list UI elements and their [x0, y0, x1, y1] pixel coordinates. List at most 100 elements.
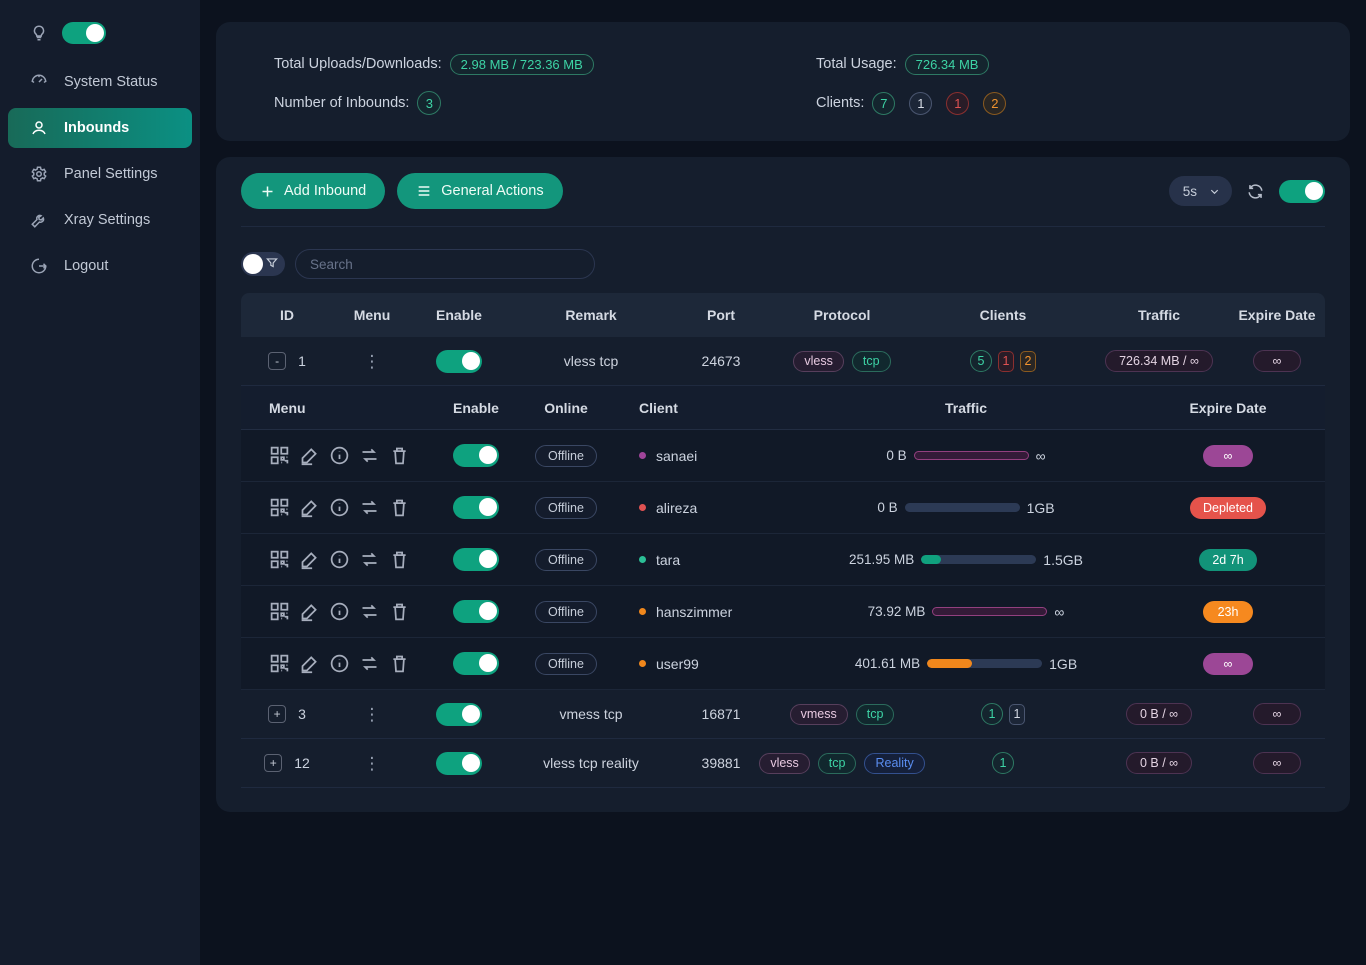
client-enable-toggle[interactable] [453, 496, 499, 519]
col-enable: Enable [436, 307, 482, 323]
total-usage-value: 726.34 MB [904, 53, 990, 75]
toolbar: Add Inbound General Actions 5s [241, 173, 1325, 227]
client-dot [639, 608, 646, 615]
inbound-enable-toggle[interactable] [436, 349, 482, 373]
inbound-port: 39881 [701, 755, 741, 771]
filter-toggle[interactable] [241, 252, 285, 276]
row-menu-button[interactable]: ⋮ [363, 704, 381, 724]
info-icon[interactable] [329, 445, 350, 466]
row-menu-button[interactable]: ⋮ [363, 351, 381, 371]
info-icon[interactable] [329, 601, 350, 622]
info-icon[interactable] [329, 653, 350, 674]
qr-code-icon[interactable] [269, 601, 290, 622]
gauge-icon [30, 73, 48, 91]
sidebar-item-logout[interactable]: Logout [0, 244, 200, 288]
number-of-inbounds-label: Number of Inbounds: [274, 95, 410, 111]
reset-traffic-icon[interactable] [359, 497, 380, 518]
traffic-bar [927, 659, 1043, 668]
traffic-used: 73.92 MB [867, 604, 926, 619]
sidebar-item-label: Inbounds [64, 120, 130, 136]
inbound-enable-toggle[interactable] [436, 702, 482, 726]
qr-code-icon[interactable] [269, 497, 290, 518]
inbound-remark: vless tcp reality [543, 755, 639, 771]
client-row-alireza: Offline alireza 0 B 1GB Depleted [241, 482, 1325, 534]
info-icon[interactable] [329, 497, 350, 518]
delete-icon[interactable] [389, 497, 410, 518]
edit-icon[interactable] [299, 497, 320, 518]
row-menu-button[interactable]: ⋮ [363, 753, 381, 773]
client-table-header: Menu Enable Online Client Traffic Expire… [241, 386, 1325, 430]
traffic-badge: 0 B / ∞ [1125, 703, 1193, 725]
online-status-badge: Offline [535, 652, 597, 675]
sidebar-item-panel-settings[interactable]: Panel Settings [0, 152, 200, 196]
col-expire: Expire Date [1238, 307, 1316, 323]
sidebar-item-inbounds[interactable]: Inbounds [8, 108, 192, 148]
client-enable-toggle[interactable] [453, 600, 499, 623]
sidebar-item-label: Logout [64, 258, 109, 274]
wrench-icon [30, 211, 48, 229]
inbound-row-3[interactable]: + 3 ⋮ vmess tcp 16871 vmess tcp 1 1 [241, 690, 1325, 739]
client-dot [639, 660, 646, 667]
edit-icon[interactable] [299, 549, 320, 570]
clients-count-gray: 1 [909, 91, 933, 115]
client-dot [639, 504, 646, 511]
delete-icon[interactable] [389, 601, 410, 622]
inbounds-card: Add Inbound General Actions 5s [216, 157, 1350, 812]
client-dot [639, 556, 646, 563]
collapse-button[interactable]: - [268, 352, 287, 370]
reset-traffic-icon[interactable] [359, 601, 380, 622]
refresh-interval-select[interactable]: 5s [1168, 176, 1232, 206]
edit-icon[interactable] [299, 653, 320, 674]
client-enable-toggle[interactable] [453, 652, 499, 675]
info-icon[interactable] [329, 549, 350, 570]
client-count-badge: 1 [981, 703, 1003, 725]
inbound-port: 16871 [701, 706, 741, 722]
col-remark: Remark [565, 307, 617, 323]
auto-refresh-toggle[interactable] [1279, 179, 1325, 203]
expand-button[interactable]: + [268, 705, 287, 723]
qr-code-icon[interactable] [269, 549, 290, 570]
main-content: Total Uploads/Downloads: 2.98 MB / 723.3… [200, 0, 1366, 965]
inbound-enable-toggle[interactable] [436, 751, 482, 775]
reset-traffic-icon[interactable] [359, 445, 380, 466]
user-icon [30, 119, 48, 137]
inbound-row-12[interactable]: + 12 ⋮ vless tcp reality 39881 vless tcp… [241, 739, 1325, 788]
client-count-badge: 5 [970, 350, 992, 372]
edit-icon[interactable] [299, 445, 320, 466]
sidebar-item-system-status[interactable]: System Status [0, 60, 200, 104]
search-row [241, 249, 1325, 279]
delete-icon[interactable] [389, 653, 410, 674]
qr-code-icon[interactable] [269, 445, 290, 466]
dark-mode-toggle[interactable] [62, 22, 106, 44]
delete-icon[interactable] [389, 549, 410, 570]
expire-badge: ∞ [1203, 652, 1253, 675]
sidebar-item-label: Panel Settings [64, 166, 158, 182]
traffic-total: 1GB [1049, 655, 1078, 672]
search-input[interactable] [295, 249, 595, 279]
qr-code-icon[interactable] [269, 653, 290, 674]
sidebar-item-label: System Status [64, 74, 158, 90]
online-status-badge: Offline [535, 444, 597, 467]
traffic-used: 0 B [877, 500, 898, 515]
reset-traffic-icon[interactable] [359, 653, 380, 674]
expire-badge: ∞ [1253, 703, 1301, 725]
client-dot [639, 452, 646, 459]
general-actions-button[interactable]: General Actions [397, 173, 563, 209]
reset-traffic-icon[interactable] [359, 549, 380, 570]
edit-icon[interactable] [299, 601, 320, 622]
total-uploads-downloads-value: 2.98 MB / 723.36 MB [449, 53, 594, 75]
client-enable-toggle[interactable] [453, 548, 499, 571]
expand-button[interactable]: + [264, 754, 283, 772]
client-enable-toggle[interactable] [453, 444, 499, 467]
refresh-icon[interactable] [1246, 182, 1265, 201]
expire-badge: ∞ [1203, 444, 1253, 467]
traffic-badge: 0 B / ∞ [1125, 752, 1193, 774]
delete-icon[interactable] [389, 445, 410, 466]
sidebar-item-xray-settings[interactable]: Xray Settings [0, 198, 200, 242]
add-inbound-button[interactable]: Add Inbound [241, 173, 386, 209]
gear-icon [30, 165, 48, 183]
expire-badge: 2d 7h [1199, 548, 1257, 571]
inbound-row-1[interactable]: - 1 ⋮ vless tcp 24673 vless tcp 5 1 2 [241, 337, 1325, 386]
online-status-badge: Offline [535, 600, 597, 623]
theme-bulb-icon [30, 24, 48, 42]
